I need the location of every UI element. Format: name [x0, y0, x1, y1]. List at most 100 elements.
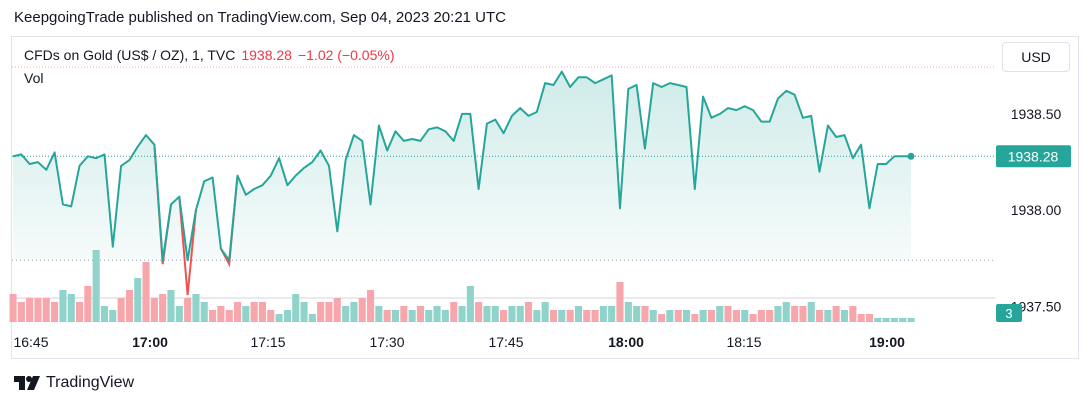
volume-bar [699, 310, 707, 322]
volume-bar [608, 306, 616, 322]
volume-bar [416, 306, 424, 322]
volume-bar [150, 298, 158, 322]
volume-bar [840, 310, 848, 322]
x-tick-label: 19:00 [869, 334, 905, 350]
chart-frame [11, 36, 1079, 359]
volume-bar [325, 302, 333, 322]
volume-bar [92, 250, 100, 322]
volume-bar [9, 294, 17, 322]
volume-bar [616, 282, 624, 322]
volume-bar [766, 310, 774, 322]
volume-bar [874, 318, 882, 322]
volume-bar [192, 294, 200, 322]
volume-bar [317, 302, 325, 322]
volume-bar [541, 302, 549, 322]
volume-bar [500, 310, 508, 322]
volume-bar [583, 310, 591, 322]
volume-bar [383, 310, 391, 322]
publisher-caption: KeepgoingTrade published on TradingView.… [14, 9, 506, 26]
volume-bar [732, 310, 740, 322]
volume-bar [857, 314, 865, 322]
volume-bar [76, 302, 84, 322]
y-tick-label: 1938.00 [1011, 202, 1062, 218]
volume-bar [367, 290, 375, 322]
volume-bar [400, 306, 408, 322]
volume-bar [167, 290, 175, 322]
volume-bar [125, 290, 133, 322]
volume-bar [674, 310, 682, 322]
volume-bar [100, 306, 108, 322]
volume-bar [683, 310, 691, 322]
volume-bar [624, 302, 632, 322]
price-dip-segment [178, 196, 197, 296]
volume-bar [458, 306, 466, 322]
volume-bar [533, 310, 541, 322]
x-tick-label: 17:45 [488, 334, 523, 350]
volume-bar [658, 314, 666, 322]
volume-bar [890, 318, 898, 322]
tradingview-logo-icon [14, 376, 40, 390]
volume-bar [849, 306, 857, 322]
volume-legend[interactable]: Vol [24, 70, 44, 86]
volume-bar [707, 310, 715, 322]
x-tick-label: 17:00 [132, 334, 168, 350]
volume-bar [807, 302, 815, 322]
volume-bar [283, 310, 291, 322]
tradingview-brand: TradingView [46, 374, 135, 391]
x-tick-label: 18:15 [726, 334, 761, 350]
volume-bar [209, 310, 217, 322]
volume-bar [275, 314, 283, 322]
volume-bar [258, 302, 266, 322]
volume-bar [34, 298, 42, 322]
price-area-fill [13, 71, 911, 261]
volume-bar [574, 306, 582, 322]
volume-bar [907, 318, 915, 322]
volume-bar [433, 306, 441, 322]
volume-bar [757, 310, 765, 322]
volume-bar [558, 310, 566, 322]
volume-bar [450, 302, 458, 322]
volume-bar [475, 302, 483, 322]
volume-bar [799, 306, 807, 322]
volume-bar [525, 302, 533, 322]
volume-bar [51, 302, 59, 322]
volume-bar [441, 310, 449, 322]
volume-bar [782, 302, 790, 322]
price-line [12, 70, 911, 262]
volume-bar [42, 298, 50, 322]
legend-price: 1938.28 [241, 47, 292, 63]
volume-bar [832, 306, 840, 322]
tradingview-logo[interactable]: TradingView [14, 374, 134, 392]
volume-bar [508, 306, 516, 322]
volume-bar [516, 306, 524, 322]
volume-bar [292, 294, 300, 322]
currency-button[interactable]: USD [1002, 42, 1070, 72]
volume-bar [267, 310, 275, 322]
volume-bar [649, 310, 657, 322]
volume-bar [716, 306, 724, 322]
volume-bar [899, 318, 907, 322]
volume-bar [633, 306, 641, 322]
volume-bar [200, 302, 208, 322]
volume-bar [865, 314, 873, 322]
x-tick-label: 17:15 [250, 334, 285, 350]
volume-bar [641, 306, 649, 322]
volume-bar [59, 290, 67, 322]
volume-bar [816, 310, 824, 322]
volume-bar [159, 294, 167, 322]
volume-bar [234, 302, 242, 322]
volume-bar [17, 302, 25, 322]
volume-bar [175, 306, 183, 322]
symbol-name[interactable]: CFDs on Gold (US$ / OZ), 1, TVC [24, 47, 236, 63]
volume-bar [824, 310, 832, 322]
volume-bar [483, 306, 491, 322]
volume-bar [242, 306, 250, 322]
volume-bar [250, 302, 258, 322]
volume-bar [342, 306, 350, 322]
volume-bar [142, 262, 150, 322]
y-tick-label: 1937.50 [1011, 299, 1062, 315]
volume-bar [591, 310, 599, 322]
volume-bar [300, 302, 308, 322]
volume-bar [333, 298, 341, 322]
